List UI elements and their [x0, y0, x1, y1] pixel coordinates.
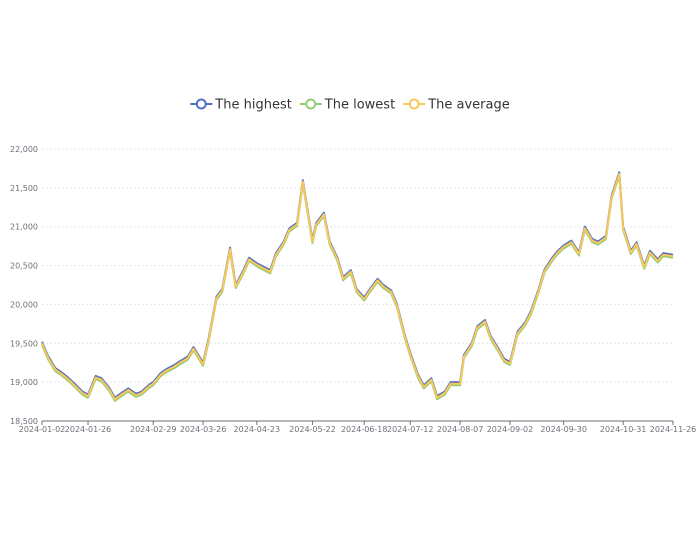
x-tick-label: 2024-10-31	[600, 425, 647, 434]
x-tick-label: 2024-01-02	[19, 425, 66, 434]
legend-item-the-average[interactable]: The average	[403, 98, 510, 113]
x-tick-label: 2024-07-12	[387, 425, 434, 434]
legend-label: The highest	[214, 98, 292, 113]
y-axis: 18,500 19,000 19,500 20,000 20,500 21,000 21,5…	[10, 145, 38, 426]
y-tick-label: 20,500	[10, 262, 38, 271]
x-tick-label: 2024-08-07	[437, 425, 484, 434]
legend-marker-icon	[408, 98, 420, 110]
x-tick-label: 2024-01-26	[65, 425, 112, 434]
y-tick-label: 22,000	[10, 145, 38, 154]
legend-label: The lowest	[324, 98, 395, 113]
series-line-the-highest	[41, 171, 674, 399]
legend-label: The average	[427, 98, 510, 113]
x-axis: 2024-01-02 2024-01-26 2024-02-29 2024-03-26…	[19, 420, 697, 434]
legend-item-the-lowest[interactable]: The lowest	[299, 98, 395, 113]
legend-marker-icon	[195, 98, 207, 110]
legend-item-the-highest[interactable]: The highest	[190, 98, 292, 113]
x-tick-label: 2024-02-29	[130, 425, 177, 434]
x-tick-label: 2024-05-22	[289, 425, 336, 434]
y-tick-label: 20,000	[10, 300, 38, 309]
x-tick-label: 2024-03-26	[180, 425, 227, 434]
legend-marker-icon	[305, 98, 317, 110]
x-tick-label: 2024-06-18	[341, 425, 388, 434]
y-tick-label: 19,500	[10, 339, 38, 348]
x-tick-label: 2024-09-02	[487, 425, 534, 434]
y-tick-label: 21,000	[10, 223, 38, 232]
y-gridlines	[42, 148, 673, 383]
series-line-the-average	[41, 172, 674, 401]
y-tick-label: 18,500	[10, 417, 38, 426]
y-tick-label: 21,500	[10, 184, 38, 193]
x-tick-label: 2024-11-26	[650, 425, 697, 434]
x-tick-label: 2024-04-23	[234, 425, 281, 434]
legend[interactable]: The highest The lowest The average	[190, 98, 510, 113]
series-lines	[41, 171, 674, 402]
series-line-the-lowest	[41, 174, 674, 402]
y-tick-label: 19,000	[10, 378, 38, 387]
x-tick-label: 2024-09-30	[540, 425, 587, 434]
